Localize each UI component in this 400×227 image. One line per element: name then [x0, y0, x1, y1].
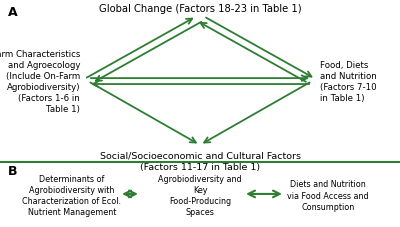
- Text: Diets and Nutrition
via Food Access and
Consumption: Diets and Nutrition via Food Access and …: [287, 180, 369, 211]
- Text: Determinants of
Agrobiodiversity with
Characterization of Ecol.
Nutrient Managem: Determinants of Agrobiodiversity with Ch…: [22, 174, 122, 216]
- Text: A: A: [8, 6, 18, 19]
- Text: Food, Diets
and Nutrition
(Factors 7-10
in Table 1): Food, Diets and Nutrition (Factors 7-10 …: [320, 61, 377, 103]
- Text: Farm Characteristics
and Agroecology
(Include On-Farm
Agrobiodiversity)
(Factors: Farm Characteristics and Agroecology (In…: [0, 50, 80, 114]
- Text: Agrobiodiversity and
Key
Food-Producing
Spaces: Agrobiodiversity and Key Food-Producing …: [158, 174, 242, 216]
- Text: Global Change (Factors 18-23 in Table 1): Global Change (Factors 18-23 in Table 1): [99, 4, 301, 14]
- Text: B: B: [8, 165, 18, 178]
- Text: Social/Socioeconomic and Cultural Factors
(Factors 11-17 in Table 1): Social/Socioeconomic and Cultural Factor…: [100, 151, 300, 171]
